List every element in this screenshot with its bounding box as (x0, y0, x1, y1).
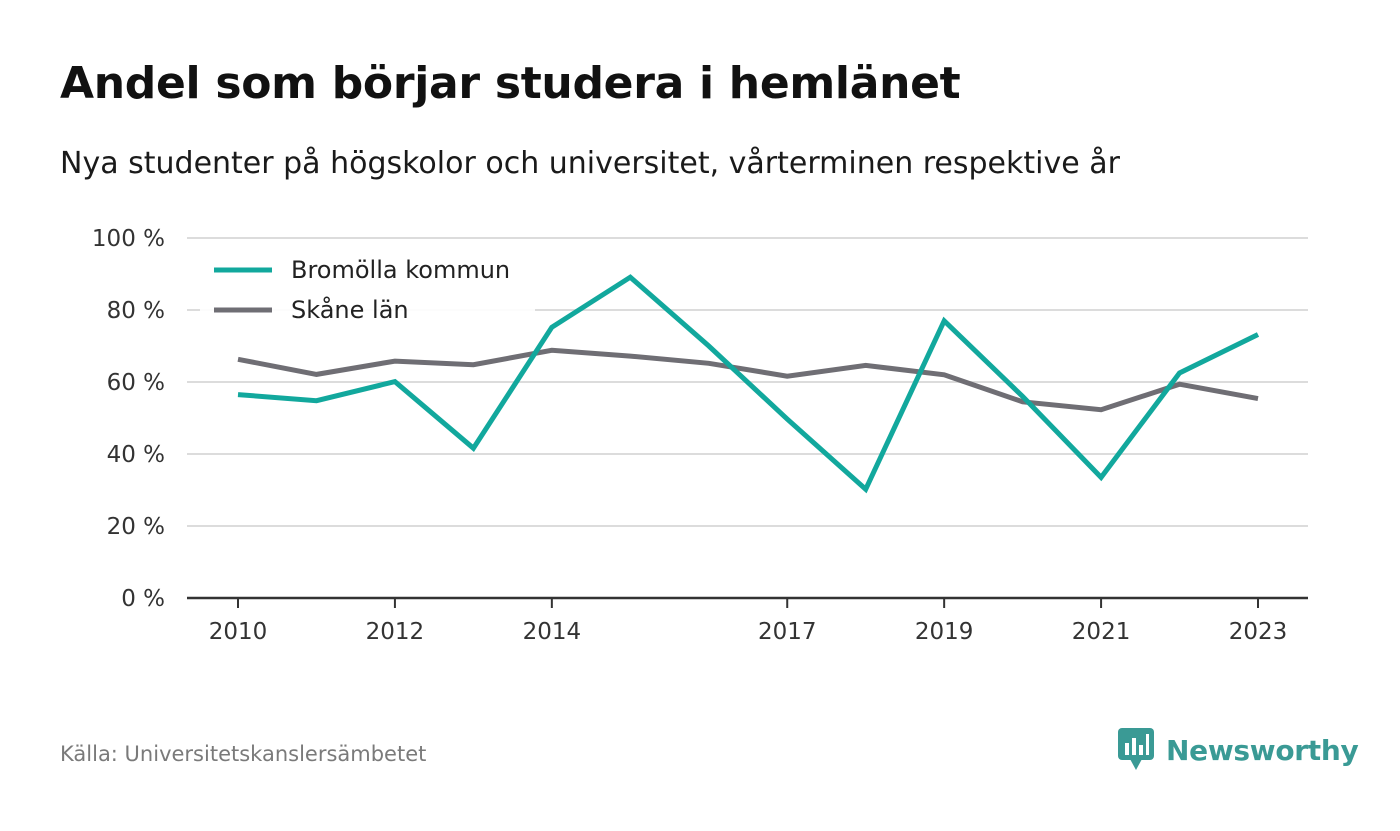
y-tick-label: 100 % (92, 226, 165, 252)
brand-logo: Newsworthy (1118, 728, 1359, 772)
x-tick-label: 2010 (209, 619, 268, 645)
y-tick-label: 40 % (107, 442, 165, 468)
legend-background (200, 250, 535, 330)
x-tick-label: 2014 (523, 619, 582, 645)
source-note: Källa: Universitetskanslersämbetet (60, 742, 427, 766)
x-tick-label: 2023 (1229, 619, 1288, 645)
legend-label: Bromölla kommun (291, 256, 510, 284)
legend-label: Skåne län (291, 295, 409, 324)
chart-subtitle: Nya studenter på högskolor och universit… (60, 146, 1120, 181)
series-line-0 (237, 274, 1260, 494)
line-chart: 0 % 20 % 40 % 60 % 80 % 100 % 2010 2012 2014 2017… (92, 226, 1308, 645)
brand-name: Newsworthy (1166, 733, 1359, 767)
x-tick-label: 2021 (1072, 619, 1131, 645)
newsworthy-logo-icon (1118, 728, 1154, 770)
y-tick-label: 60 % (107, 370, 165, 396)
x-tick-label: 2017 (758, 619, 817, 645)
x-tick-label: 2019 (915, 619, 974, 645)
x-tick-label: 2012 (366, 619, 425, 645)
series-line-1 (237, 347, 1259, 413)
y-tick-label: 20 % (107, 514, 165, 540)
chart-title: Andel som börjar studera i hemlänet (60, 58, 961, 109)
y-tick-label: 80 % (107, 298, 165, 324)
y-tick-label: 0 % (121, 586, 165, 612)
